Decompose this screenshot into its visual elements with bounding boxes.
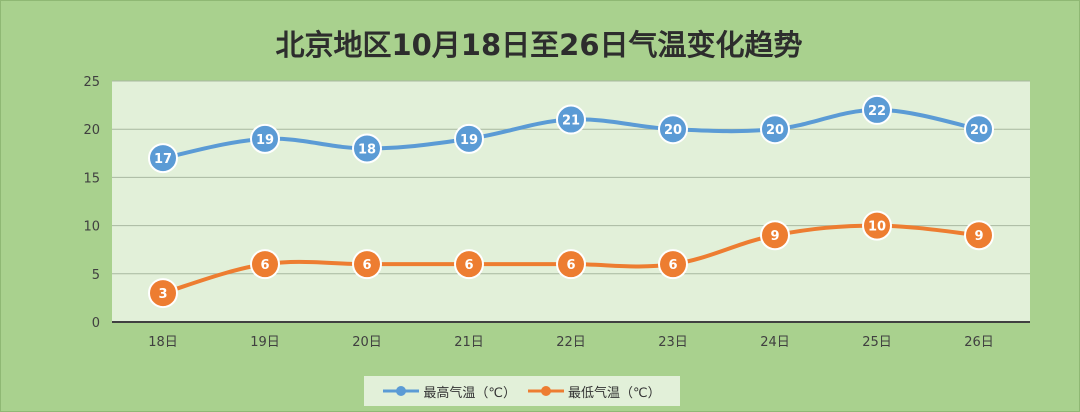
data-label: 20 (664, 123, 682, 138)
data-point (658, 114, 688, 145)
x-tick-label: 26日 (964, 335, 994, 350)
series-high: 17 19 18 19 21 20 20 22 20 (148, 94, 994, 174)
data-point (454, 123, 484, 154)
data-label: 22 (868, 104, 886, 119)
data-label: 21 (562, 114, 580, 129)
y-axis: 0 5 10 15 20 25 (83, 75, 100, 331)
data-point (862, 94, 892, 125)
data-point (760, 220, 790, 251)
y-tick-label: 0 (92, 316, 100, 331)
legend-item-low: 最低气温（℃） (528, 382, 661, 401)
data-point (862, 210, 892, 241)
legend-marker-high-icon (383, 386, 420, 396)
series-group: 17 19 18 19 21 20 20 22 20 3 6 6 6 6 6 9 10 9 (148, 94, 994, 309)
data-label: 9 (770, 229, 779, 244)
x-tick-label: 20日 (352, 335, 382, 350)
data-label: 9 (974, 229, 983, 244)
data-point (250, 249, 280, 280)
x-tick-label: 25日 (862, 335, 892, 350)
data-label: 6 (464, 258, 473, 273)
data-point (760, 114, 790, 145)
data-label: 20 (766, 123, 784, 138)
data-label: 6 (566, 258, 575, 273)
x-tick-label: 24日 (760, 335, 790, 350)
data-label: 6 (362, 258, 371, 273)
data-label: 10 (868, 220, 886, 235)
x-tick-label: 22日 (556, 335, 586, 350)
x-axis: 18日 19日 20日 21日 22日 23日 24日 25日 26日 (112, 321, 1030, 350)
data-label: 19 (460, 133, 478, 148)
data-point (964, 114, 994, 145)
x-tick-label: 18日 (148, 335, 178, 350)
data-label: 17 (154, 152, 172, 167)
data-point (148, 278, 178, 309)
y-tick-label: 10 (83, 220, 100, 235)
data-label: 20 (970, 123, 988, 138)
y-tick-label: 20 (83, 123, 100, 138)
y-tick-label: 5 (92, 268, 100, 283)
data-point (250, 123, 280, 154)
legend-marker-low-icon (528, 386, 564, 396)
data-point (148, 143, 178, 174)
x-tick-label: 23日 (658, 335, 688, 350)
data-point (964, 220, 994, 251)
y-tick-label: 15 (83, 171, 100, 186)
data-point (352, 249, 382, 280)
y-tick-label: 25 (83, 75, 100, 90)
data-label: 6 (668, 258, 677, 273)
legend-label-high: 最高气温（℃） (423, 385, 516, 401)
data-label: 19 (256, 133, 274, 148)
x-tick-label: 19日 (250, 335, 280, 350)
data-point (658, 249, 688, 280)
data-label: 6 (260, 258, 269, 273)
data-point (556, 104, 586, 135)
data-point (352, 133, 382, 164)
legend: 最高气温（℃） 最低气温（℃） (364, 376, 680, 406)
data-label: 18 (358, 142, 376, 157)
data-label: 3 (158, 287, 167, 302)
data-point (454, 249, 484, 280)
chart-title: 北京地区10月18日至26日气温变化趋势 (275, 28, 803, 62)
legend-label-low: 最低气温（℃） (568, 385, 661, 401)
legend-item-high: 最高气温（℃） (383, 382, 516, 401)
series-low: 3 6 6 6 6 6 9 10 9 (148, 210, 994, 309)
x-tick-label: 21日 (454, 335, 484, 350)
data-point (556, 249, 586, 280)
